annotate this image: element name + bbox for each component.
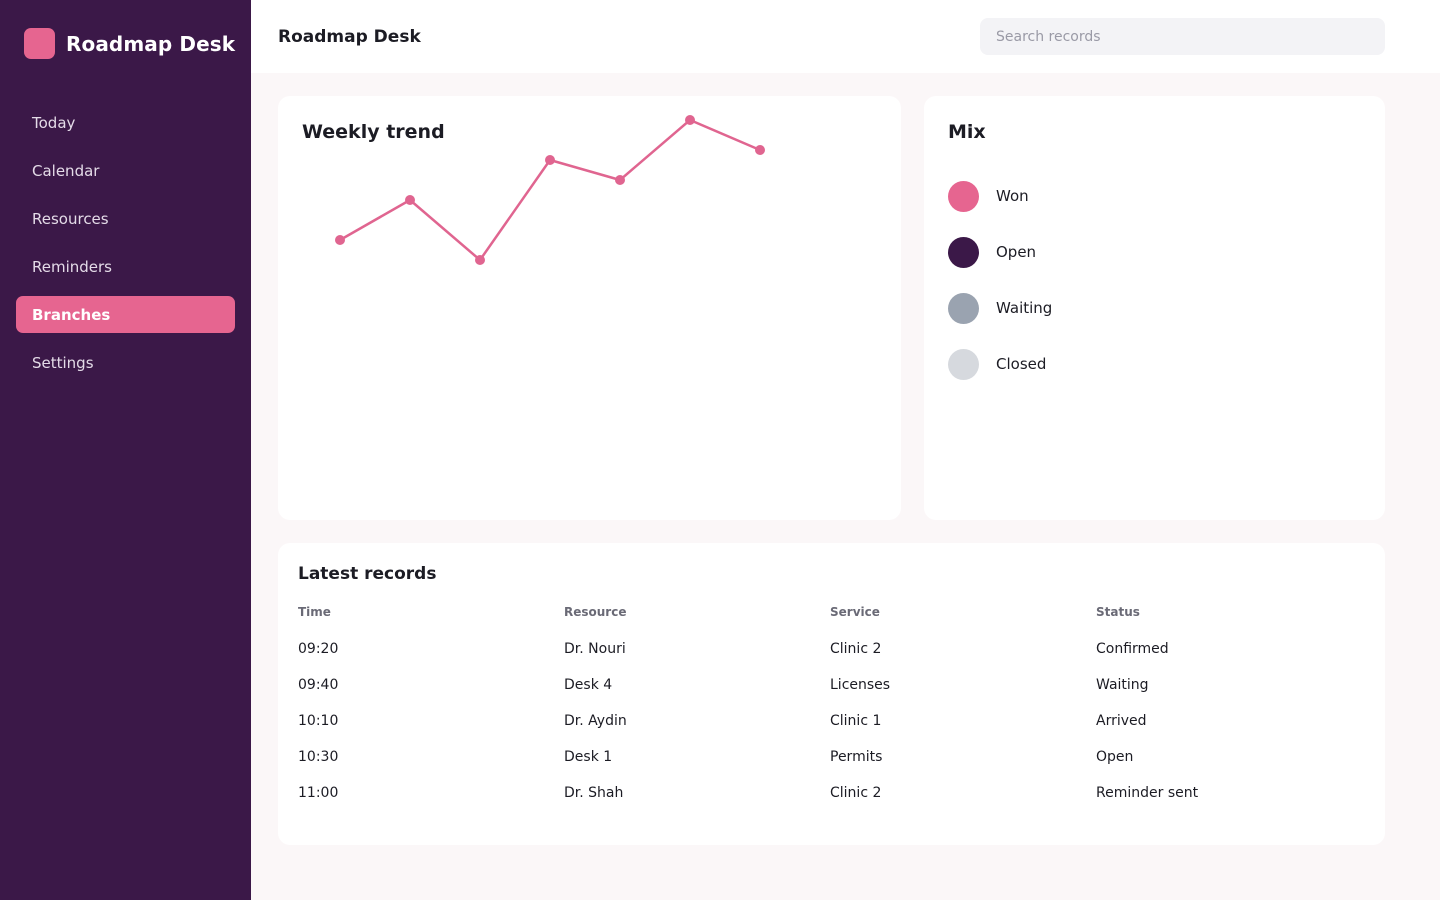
latest-records-title: Latest records (298, 564, 437, 584)
mix-card: Mix Won Open Waiting Closed (924, 96, 1385, 520)
cell-resource: Desk 1 (564, 749, 613, 765)
cell-service: Licenses (830, 677, 891, 693)
app-logo-icon (24, 28, 55, 59)
legend-dot-closed (948, 348, 979, 380)
page-title: Roadmap Desk (278, 27, 421, 47)
cell-time: 10:30 (298, 749, 339, 765)
cell-status: Reminder sent (1096, 785, 1199, 801)
cell-status: Waiting (1096, 677, 1149, 693)
legend-item-open: Open (948, 236, 1052, 268)
cell-time: 09:40 (298, 677, 339, 693)
cell-time: 10:10 (298, 713, 339, 729)
legend-dot-open (948, 236, 979, 268)
trend-point[interactable] (685, 115, 695, 125)
top-bar: Roadmap Desk (251, 0, 1440, 73)
weekly-trend-title: Weekly trend (302, 121, 445, 143)
column-header-service[interactable]: Service (830, 605, 880, 619)
sidebar-item-calendar[interactable]: Calendar (32, 161, 100, 180)
search-input[interactable] (980, 18, 1385, 55)
sidebar-item-today[interactable]: Today (32, 113, 76, 132)
sidebar-item-resources[interactable]: Resources (32, 209, 109, 228)
cell-resource: Dr. Aydin (564, 713, 627, 729)
cell-status: Open (1096, 749, 1134, 765)
table-row[interactable]: 10:10 Dr. Aydin Clinic 1 Arrived (298, 703, 1362, 739)
sidebar-item-branches[interactable]: Branches (16, 296, 235, 333)
cell-resource: Desk 4 (564, 677, 613, 693)
trend-point[interactable] (545, 155, 555, 165)
cell-service: Clinic 1 (830, 713, 882, 729)
trend-point[interactable] (405, 195, 415, 205)
legend-item-closed: Closed (948, 348, 1052, 380)
weekly-trend-chart (335, 115, 765, 265)
mix-title: Mix (948, 121, 986, 143)
cell-status: Arrived (1096, 713, 1147, 729)
trend-point[interactable] (755, 145, 765, 155)
sidebar-item-reminders[interactable]: Reminders (32, 257, 112, 276)
table-row[interactable]: 10:30 Desk 1 Permits Open (298, 739, 1362, 775)
column-header-status[interactable]: Status (1096, 605, 1140, 619)
weekly-trend-card: Weekly trend (278, 96, 901, 520)
legend-label-open: Open (996, 243, 1037, 261)
table-header-row: Time Resource Service Status (298, 603, 1362, 621)
column-header-time[interactable]: Time (298, 605, 331, 619)
trend-line (339, 118, 761, 262)
cell-service: Clinic 2 (830, 641, 882, 657)
legend-dot-waiting (948, 292, 979, 324)
legend-dot-won (948, 180, 979, 212)
cell-status: Confirmed (1096, 641, 1169, 657)
legend-label-closed: Closed (996, 355, 1047, 373)
brand[interactable]: Roadmap Desk (24, 28, 235, 59)
sidebar: Roadmap Desk Today Calendar Resources Re… (0, 0, 251, 900)
trend-point[interactable] (475, 255, 485, 265)
cell-time: 11:00 (298, 785, 339, 801)
column-header-resource[interactable]: Resource (564, 605, 627, 619)
mix-legend: Won Open Waiting Closed (948, 180, 1052, 404)
cell-service: Permits (830, 749, 883, 765)
sidebar-nav: Today Calendar Resources Reminders Branc… (16, 104, 235, 392)
trend-point[interactable] (615, 175, 625, 185)
sidebar-item-settings[interactable]: Settings (32, 353, 94, 372)
latest-records-card: Latest records Time Resource Service Sta… (278, 543, 1385, 845)
records-table: Time Resource Service Status 09:20 Dr. N… (298, 603, 1362, 811)
legend-item-won: Won (948, 180, 1052, 212)
table-row[interactable]: 09:20 Dr. Nouri Clinic 2 Confirmed (298, 621, 1362, 667)
cell-resource: Dr. Nouri (564, 641, 626, 657)
legend-label-won: Won (996, 187, 1029, 205)
trend-point[interactable] (335, 235, 345, 245)
cell-resource: Dr. Shah (564, 785, 624, 801)
legend-label-waiting: Waiting (996, 299, 1053, 317)
table-row[interactable]: 11:00 Dr. Shah Clinic 2 Reminder sent (298, 775, 1362, 811)
cell-service: Clinic 2 (830, 785, 882, 801)
legend-item-waiting: Waiting (948, 292, 1052, 324)
app-name: Roadmap Desk (66, 31, 236, 56)
cell-time: 09:20 (298, 641, 339, 657)
table-row[interactable]: 09:40 Desk 4 Licenses Waiting (298, 667, 1362, 703)
